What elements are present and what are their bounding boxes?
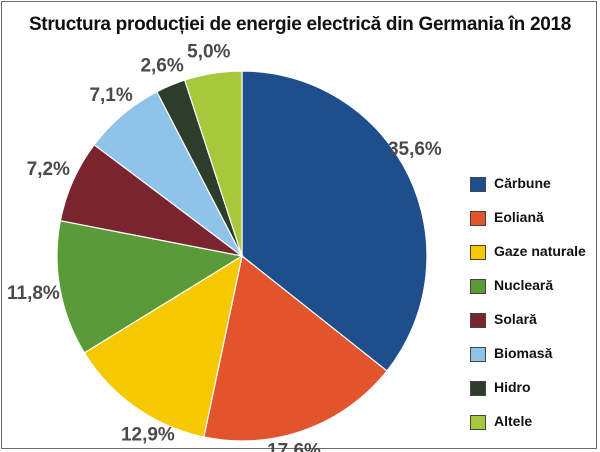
legend-swatch — [470, 415, 486, 430]
chart-title: Structura producției de energie electric… — [28, 14, 572, 35]
legend-swatch — [470, 245, 486, 260]
legend-swatch — [470, 279, 486, 294]
legend-label: Hidro — [494, 379, 531, 395]
legend-swatch — [470, 313, 486, 328]
legend-label: Nucleară — [494, 277, 554, 293]
pie-data-label-gaze-naturale: 12,9% — [121, 424, 175, 445]
legend-label: Biomasă — [494, 345, 553, 361]
pie-data-label-cărbune: 35,6% — [388, 139, 442, 160]
legend-swatch — [470, 211, 486, 226]
pie-data-label-nucleară: 11,8% — [7, 283, 60, 304]
pie-slice-nucleară — [56, 219, 244, 354]
pie-data-label-solară: 7,2% — [27, 159, 70, 180]
pie-data-label-eoliană: 17,6% — [267, 440, 321, 452]
pie-slice-altele — [183, 70, 243, 257]
legend-swatch — [470, 347, 486, 362]
legend-label: Gaze naturale — [494, 243, 586, 259]
legend-swatch — [470, 177, 486, 192]
legend-label: Solară — [494, 311, 537, 327]
pie-data-label-biomasă: 7,1% — [89, 85, 132, 106]
legend-label: Altele — [494, 413, 533, 429]
legend-label: Cărbune — [494, 175, 551, 191]
pie-slice-gaze-naturale — [83, 254, 243, 438]
pie-slice-cărbune — [241, 70, 428, 372]
legend-swatch — [470, 381, 486, 396]
pie-data-label-altele: 5,0% — [187, 42, 230, 63]
pie-data-label-hidro: 2,6% — [140, 56, 183, 77]
legend-label: Eoliană — [494, 209, 544, 225]
pie-slice-eoliană — [203, 254, 388, 442]
